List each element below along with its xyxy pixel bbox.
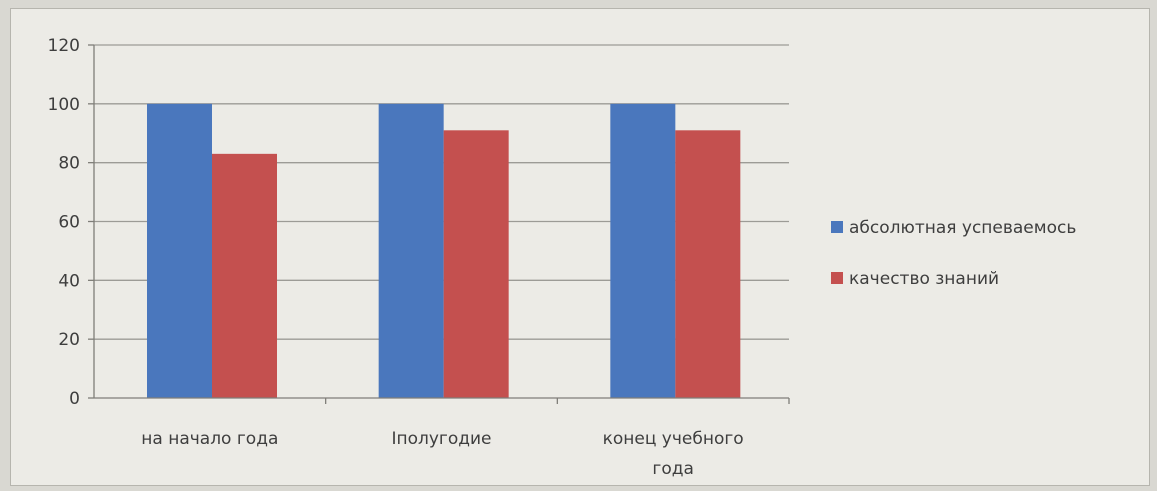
legend-label: качество знаний	[849, 269, 999, 289]
legend-swatch	[831, 272, 843, 284]
chart-area: 0 20 40 60 80 100 120 на начало года Iполугодие к…	[10, 8, 1150, 486]
y-tick-label: 20	[58, 330, 80, 350]
x-tick-label: на начало года	[141, 429, 278, 449]
y-tick-label: 0	[69, 389, 80, 409]
legend-label: абсолютная успеваемось	[849, 218, 1076, 238]
x-tick-label: конец учебного	[603, 429, 744, 449]
bar-absolute-progress	[147, 103, 212, 398]
bars	[147, 103, 741, 398]
x-tick-label: года	[652, 459, 694, 479]
y-tick-label: 40	[58, 271, 80, 291]
legend: абсолютная успеваемось качество знаний	[831, 218, 1076, 289]
legend-swatch	[831, 221, 843, 233]
bar-absolute-progress	[378, 103, 444, 398]
y-tick-label: 80	[58, 154, 80, 174]
y-tick-label: 100	[48, 95, 80, 115]
bar-knowledge-quality	[675, 130, 741, 398]
axes: 0 20 40 60 80 100 120 на начало года Iполугодие к…	[48, 36, 790, 479]
x-tick-label: Iполугодие	[391, 429, 491, 449]
bar-chart: 0 20 40 60 80 100 120 на начало года Iполугодие к…	[48, 36, 1077, 479]
bar-knowledge-quality	[443, 130, 509, 398]
y-tick-label: 60	[58, 213, 80, 233]
bar-knowledge-quality	[212, 153, 277, 398]
bar-absolute-progress	[610, 103, 676, 398]
y-tick-label: 120	[48, 36, 80, 56]
